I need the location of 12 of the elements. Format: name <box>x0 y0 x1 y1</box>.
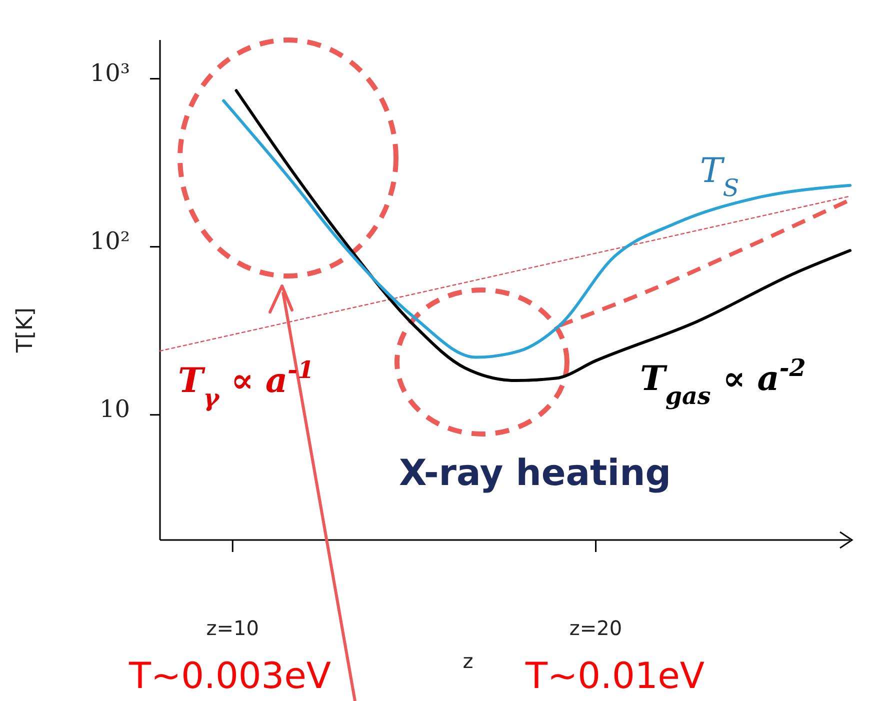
x-axis-title: z <box>462 649 474 673</box>
x-tick-label: z=10 <box>206 616 259 640</box>
annotation: X-ray heating <box>399 453 671 494</box>
y-axis-title: T[K] <box>13 307 38 354</box>
y-tick-label: 10² <box>90 227 130 256</box>
y-tick-label: 10 <box>99 395 130 424</box>
text: T~0.003eV <box>128 656 332 697</box>
series-label: T$_{S}$ <box>700 151 739 202</box>
series-label: T$_{gas}$ ∝ a$^{-2}$ <box>640 354 806 410</box>
text: T~0.01eV <box>524 656 705 697</box>
x-tick-label: z=20 <box>569 616 622 640</box>
y-tick-label: 10³ <box>90 59 130 88</box>
